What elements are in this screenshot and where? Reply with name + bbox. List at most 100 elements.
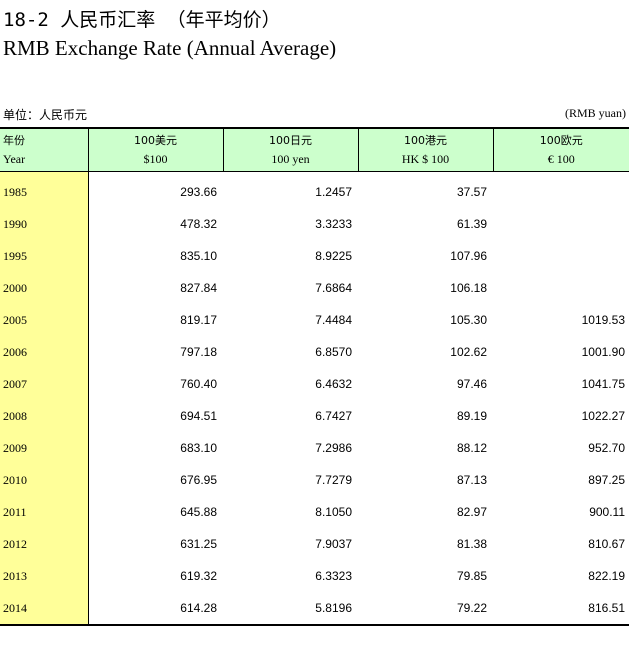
header-year: 年份 Year	[0, 128, 88, 172]
cell-eur: 900.11	[589, 505, 625, 519]
header-hkd-cn: 100港元	[404, 134, 447, 147]
table-row: 2006 797.18 6.8570 102.62 1001.90	[0, 336, 629, 368]
cell-jpy: 7.6864	[315, 281, 352, 295]
table-row: 2008 694.51 6.7427 89.19 1022.27	[0, 400, 629, 432]
cell-year: 2005	[0, 304, 89, 336]
table-row: 2013 619.32 6.3323 79.85 822.19	[0, 560, 629, 592]
header-usd-en: $100	[143, 152, 168, 166]
cell-hkd: 87.13	[456, 473, 487, 487]
table-row: 2000 827.84 7.6864 106.18	[0, 272, 629, 304]
unit-label-en: (RMB yuan)	[565, 106, 626, 120]
cell-jpy: 1.2457	[315, 185, 352, 199]
table-row: 2007 760.40 6.4632 97.46 1041.75	[0, 368, 629, 400]
cell-jpy: 6.3323	[315, 569, 352, 583]
cell-hkd: 82.97	[456, 505, 487, 519]
cell-eur: 1019.53	[581, 313, 625, 327]
header-jpy-en: 100 yen	[271, 152, 310, 166]
cell-year: 2014	[0, 592, 89, 626]
cell-eur	[493, 208, 629, 240]
table-row: 2009 683.10 7.2986 88.12 952.70	[0, 432, 629, 464]
cell-year: 1990	[0, 208, 89, 240]
cell-usd: 760.40	[180, 377, 217, 391]
cell-usd: 631.25	[180, 537, 217, 551]
cell-year: 2008	[0, 400, 89, 432]
cell-eur: 1001.90	[581, 345, 625, 359]
table-row: 2010 676.95 7.7279 87.13 897.25	[0, 464, 629, 496]
cell-usd: 835.10	[180, 249, 217, 263]
header-eur: 100欧元 € 100	[492, 128, 629, 172]
cell-hkd: 81.38	[456, 537, 487, 551]
cell-hkd: 102.62	[450, 345, 487, 359]
cell-usd: 819.17	[180, 313, 217, 327]
cell-usd: 694.51	[180, 409, 217, 423]
cell-usd: 797.18	[180, 345, 217, 359]
cell-hkd: 89.19	[456, 409, 487, 423]
table-row: 1990 478.32 3.3233 61.39	[0, 208, 629, 240]
header-hkd: 100港元 HK $ 100	[357, 128, 493, 172]
cell-eur: 897.25	[588, 473, 625, 487]
cell-year: 2007	[0, 368, 89, 400]
table-row: 1995 835.10 8.9225 107.96	[0, 240, 629, 272]
cell-eur	[493, 240, 629, 272]
cell-year: 2012	[0, 528, 89, 560]
cell-jpy: 6.7427	[315, 409, 352, 423]
table-row: 2005 819.17 7.4484 105.30 1019.53	[0, 304, 629, 336]
cell-hkd: 88.12	[456, 441, 487, 455]
cell-jpy: 5.8196	[223, 592, 358, 626]
cell-jpy: 7.4484	[315, 313, 352, 327]
header-year-cn: 年份	[3, 134, 25, 147]
cell-year: 1985	[0, 171, 89, 208]
cell-year: 2013	[0, 560, 89, 592]
table-row: 2014 614.28 5.8196 79.22 816.51	[0, 592, 629, 626]
cell-eur: 822.19	[588, 569, 625, 583]
cell-hkd: 79.22	[358, 592, 493, 626]
cell-usd: 478.32	[180, 217, 217, 231]
header-jpy-cn: 100日元	[269, 134, 312, 147]
cell-jpy: 7.7279	[315, 473, 352, 487]
cell-hkd: 97.46	[456, 377, 487, 391]
cell-eur	[493, 272, 629, 304]
cell-year: 2009	[0, 432, 89, 464]
cell-hkd: 105.30	[450, 313, 487, 327]
table-header-row: 年份 Year 100美元 $100 100日元 100 yen 100港元 H…	[0, 128, 629, 172]
header-eur-en: € 100	[547, 152, 575, 166]
cell-jpy: 7.9037	[315, 537, 352, 551]
header-eur-cn: 100欧元	[539, 134, 583, 147]
table-header: 年份 Year 100美元 $100 100日元 100 yen 100港元 H…	[0, 128, 629, 172]
cell-year: 2006	[0, 336, 89, 368]
exchange-rate-table: 年份 Year 100美元 $100 100日元 100 yen 100港元 H…	[0, 127, 629, 626]
cell-jpy: 6.8570	[315, 345, 352, 359]
cell-hkd: 79.85	[456, 569, 487, 583]
table-row: 2012 631.25 7.9037 81.38 810.67	[0, 528, 629, 560]
cell-usd: 293.66	[180, 185, 217, 199]
table-row: 1985 293.66 1.2457 37.57	[0, 171, 629, 209]
header-usd: 100美元 $100	[87, 128, 223, 172]
header-hkd-en: HK $ 100	[401, 152, 450, 166]
cell-eur: 952.70	[588, 441, 625, 455]
header-usd-cn: 100美元	[134, 134, 177, 147]
cell-year: 2011	[0, 496, 89, 528]
cell-hkd: 107.96	[450, 249, 487, 263]
cell-jpy: 7.2986	[315, 441, 352, 455]
table-body: 1985 293.66 1.2457 37.57 1990 478.32 3.3233 61.…	[0, 171, 629, 626]
cell-jpy: 3.3233	[315, 217, 352, 231]
cell-eur	[493, 172, 629, 209]
header-year-en: Year	[3, 152, 26, 166]
cell-usd: 676.95	[180, 473, 217, 487]
cell-hkd: 61.39	[456, 217, 487, 231]
cell-usd: 614.28	[88, 592, 223, 626]
unit-label-cn: 单位：人民币元	[3, 108, 88, 122]
header-jpy: 100日元 100 yen	[222, 128, 358, 172]
cell-year: 2010	[0, 464, 89, 496]
cell-year: 2000	[0, 272, 89, 304]
cell-usd: 683.10	[180, 441, 217, 455]
cell-usd: 645.88	[180, 505, 217, 519]
cell-jpy: 8.1050	[315, 505, 352, 519]
page-title-cn: 18-2 人民币汇率 （年平均价）	[3, 9, 281, 31]
cell-hkd: 37.57	[456, 185, 487, 199]
cell-usd: 827.84	[180, 281, 217, 295]
cell-jpy: 6.4632	[315, 377, 352, 391]
cell-year: 1995	[0, 240, 89, 272]
cell-eur: 810.67	[588, 537, 625, 551]
cell-usd: 619.32	[180, 569, 217, 583]
